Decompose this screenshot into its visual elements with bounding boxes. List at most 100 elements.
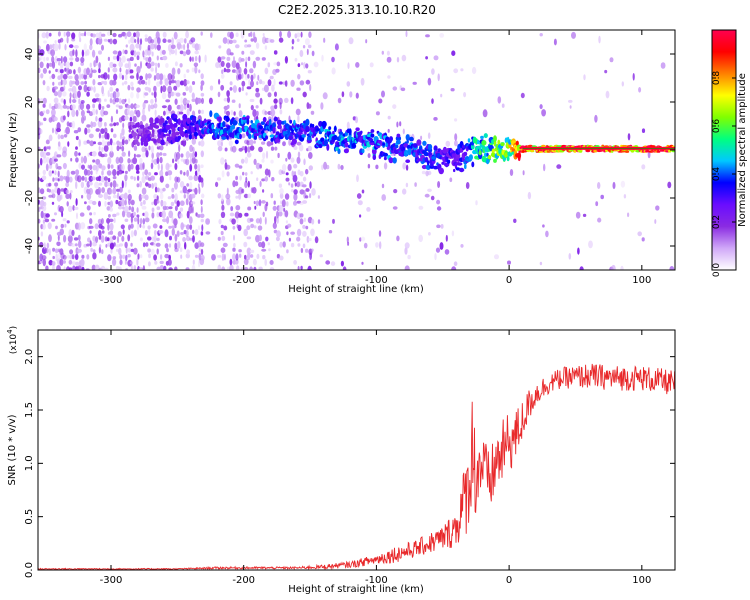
spectrogram-noise-cell xyxy=(108,218,114,223)
spectrogram-noise-cell xyxy=(101,249,104,255)
spectrogram-noise-cell xyxy=(98,194,103,198)
y-tick-label: 1.5 xyxy=(24,402,35,418)
spectrogram-signal-cell xyxy=(246,115,250,120)
spectrogram-noise-cell xyxy=(356,193,362,199)
spectrogram-noise-cell xyxy=(321,54,324,62)
spectrogram-noise-cell xyxy=(265,150,269,159)
spectrogram-noise-cell xyxy=(305,195,309,199)
spectrogram-signal-cell xyxy=(265,135,268,140)
spectrogram-noise-cell xyxy=(127,108,131,116)
spectrogram-noise-cell xyxy=(71,261,77,265)
spectrogram-noise-cell xyxy=(74,206,79,210)
spectrogram-noise-cell xyxy=(144,217,150,223)
spectrogram-noise-cell xyxy=(144,34,148,38)
spectrogram-noise-cell xyxy=(226,110,230,117)
spectrogram-noise-cell xyxy=(162,187,166,192)
spectrogram-noise-cell xyxy=(201,224,204,232)
spectrogram-noise-cell xyxy=(233,111,236,116)
spectrogram-noise-cell xyxy=(89,230,92,234)
spectrogram-noise-cell xyxy=(321,164,324,171)
spectrogram-noise-cell xyxy=(98,62,101,70)
spectrogram-noise-cell xyxy=(81,254,85,259)
spectrogram-noise-cell xyxy=(168,110,172,114)
spectrogram-signal-cell xyxy=(139,124,145,129)
spectrogram-noise-cell xyxy=(296,228,302,237)
spectrogram-noise-cell xyxy=(147,104,151,112)
spectrogram-noise-cell xyxy=(405,30,408,37)
spectrogram-noise-cell xyxy=(588,240,593,249)
spectrogram-noise-cell xyxy=(379,241,382,250)
spectrogram-noise-cell xyxy=(287,163,292,172)
spectrogram-noise-cell xyxy=(300,248,304,253)
spectrogram-noise-cell xyxy=(57,145,62,151)
spectrogram-noise-cell xyxy=(291,170,295,177)
spectrogram-noise-cell xyxy=(60,134,64,140)
snr-plot-frame xyxy=(37,329,676,571)
spectrogram-noise-cell xyxy=(130,81,134,87)
spectrogram-noise-cell xyxy=(67,235,73,243)
spectrogram-noise-cell xyxy=(180,44,183,49)
spectrogram-noise-cell xyxy=(62,104,68,109)
spectrogram-noise-cell xyxy=(100,109,105,117)
spectrogram-noise-cell xyxy=(152,223,158,229)
spectrogram-noise-cell xyxy=(68,267,73,270)
spectrogram-noise-cell xyxy=(176,41,182,50)
spectrogram-noise-cell xyxy=(136,207,139,213)
spectrogram-noise-cell xyxy=(199,213,205,219)
y-tick-label: 20 xyxy=(24,96,35,109)
spectrogram-noise-cell xyxy=(162,218,167,223)
spectrogram-noise-cell xyxy=(198,186,201,195)
spectrogram-noise-cell xyxy=(194,254,199,258)
spectrogram-noise-cell xyxy=(86,49,90,56)
spectrogram-noise-cell xyxy=(229,258,233,266)
spectrogram-noise-cell xyxy=(305,188,310,192)
spectrogram-noise-cell xyxy=(113,122,117,127)
spectrogram-noise-cell xyxy=(309,84,312,92)
spectrogram-noise-cell xyxy=(253,158,257,165)
spectrogram-noise-cell xyxy=(200,205,203,214)
spectrogram-noise-cell xyxy=(261,178,266,182)
spectrogram-noise-cell xyxy=(198,109,201,115)
spectrogram-noise-cell xyxy=(93,211,96,216)
spectrogram-noise-cell xyxy=(139,157,143,165)
spectrogram-noise-cell xyxy=(103,127,108,134)
spectrogram-noise-cell xyxy=(229,81,233,86)
spectrogram-noise-cell xyxy=(201,97,204,104)
spectrogram-noise-cell xyxy=(194,55,198,62)
spectrogram-noise-cell xyxy=(59,86,65,92)
spectrogram-noise-cell xyxy=(182,51,187,57)
spectrogram-noise-cell xyxy=(62,260,66,264)
spectrogram-noise-cell xyxy=(238,249,242,253)
spectrogram-noise-cell xyxy=(60,79,63,86)
spectrogram-noise-cell xyxy=(83,73,88,80)
spectrogram-signal-cell xyxy=(486,152,489,157)
spectrogram-noise-cell xyxy=(340,165,344,170)
spectrogram-noise-cell xyxy=(326,164,330,170)
spectrogram-noise-cell xyxy=(293,200,297,206)
spectrogram-noise-cell xyxy=(110,248,113,254)
spectrogram-signal-cell xyxy=(497,139,501,145)
spectrogram-noise-cell xyxy=(198,55,201,63)
spectrogram-noise-cell xyxy=(465,182,470,189)
spectrogram-noise-cell xyxy=(41,205,47,212)
spectrogram-noise-cell xyxy=(218,78,221,85)
spectrogram-noise-cell xyxy=(53,97,59,104)
spectrogram-noise-cell xyxy=(271,84,275,92)
spectrogram-noise-cell xyxy=(582,213,587,217)
spectrogram-noise-cell xyxy=(133,145,138,151)
spectrogram-noise-cell xyxy=(91,49,96,58)
spectrogram-noise-cell xyxy=(71,38,76,42)
spectrogram-noise-cell xyxy=(378,98,383,104)
spectrogram-noise-cell xyxy=(249,218,254,222)
spectrogram-signal-cell xyxy=(355,127,360,132)
spectrogram-noise-cell xyxy=(103,72,108,80)
spectrogram-signal-cell xyxy=(182,113,188,121)
spectrogram-noise-cell xyxy=(279,188,284,195)
spectrogram-noise-cell xyxy=(161,105,167,109)
spectrogram-noise-cell xyxy=(268,169,271,178)
spectrogram-noise-cell xyxy=(79,37,82,43)
spectrogram-noise-cell xyxy=(62,255,67,260)
spectrogram-noise-cell xyxy=(396,121,399,128)
spectrogram-signal-cell xyxy=(160,117,165,124)
spectrogram-noise-cell xyxy=(57,166,62,170)
